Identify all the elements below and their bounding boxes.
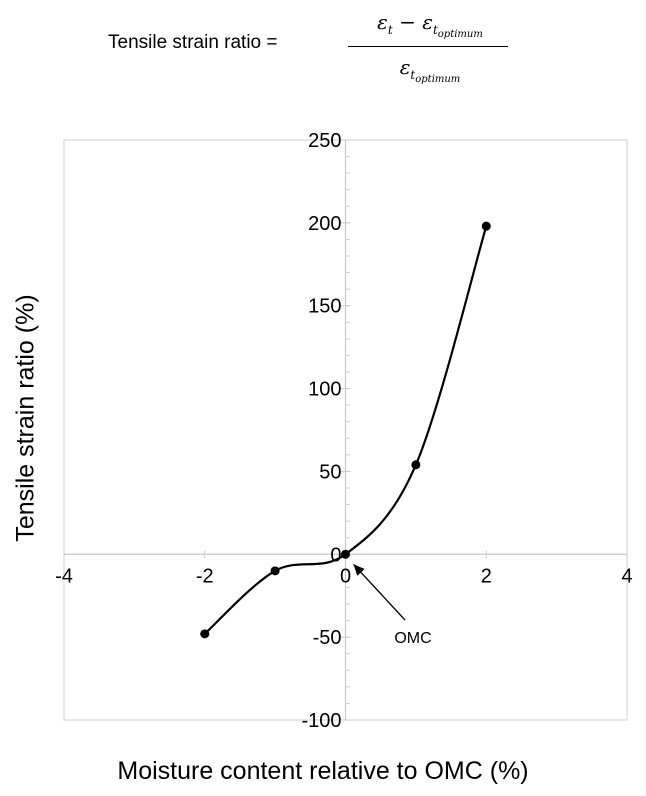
x-tick-label: -2: [196, 565, 214, 587]
y-tick-label: 150: [308, 296, 341, 318]
y-axis-label: Tensile strain ratio (%): [11, 294, 40, 542]
equation-numerator: εt − εtoptimum: [350, 10, 510, 40]
eq-num-sub-1: t: [387, 23, 393, 37]
y-tick-label: -50: [313, 627, 342, 649]
data-point: [341, 549, 350, 559]
y-tick-label: 200: [308, 213, 341, 235]
data-point: [270, 566, 280, 576]
equation-denominator: εtoptimum: [350, 55, 510, 85]
equation-lhs: Tensile strain ratio =: [108, 32, 278, 53]
omc-annotation-label: OMC: [394, 630, 431, 647]
x-tick-label: -4: [55, 565, 73, 587]
data-point: [481, 221, 491, 231]
eq-num-symbol-2: ε: [422, 10, 433, 34]
y-tick-label: 250: [308, 130, 341, 152]
equation: Tensile strain ratio = εt − εtoptimum εt…: [0, 0, 646, 110]
y-tick-label: 100: [308, 379, 341, 401]
x-tick-label: 0: [340, 565, 351, 587]
y-tick-label: 50: [319, 461, 341, 483]
eq-num-symbol-1: ε: [377, 10, 388, 34]
y-tick-label: 0: [330, 544, 341, 566]
eq-num-subsub: optimum: [437, 29, 483, 40]
data-point: [411, 460, 421, 470]
eq-den-sub: t: [410, 68, 416, 82]
eq-den-symbol: ε: [399, 55, 411, 79]
series-line: [204, 225, 488, 635]
x-tick-label: 2: [481, 565, 492, 587]
x-axis-label: Moisture content relative to OMC (%): [117, 757, 529, 785]
data-point: [200, 629, 210, 639]
eq-den-subsub: optimum: [415, 74, 461, 85]
omc-arrowhead: [353, 564, 365, 576]
fraction-bar: [348, 46, 508, 48]
eq-num-operator: −: [399, 10, 416, 34]
eq-num-sub-2: t: [432, 23, 438, 37]
y-tick-label: -100: [301, 710, 341, 732]
x-tick-label: 4: [621, 565, 632, 587]
omc-arrow-line: [353, 563, 406, 621]
